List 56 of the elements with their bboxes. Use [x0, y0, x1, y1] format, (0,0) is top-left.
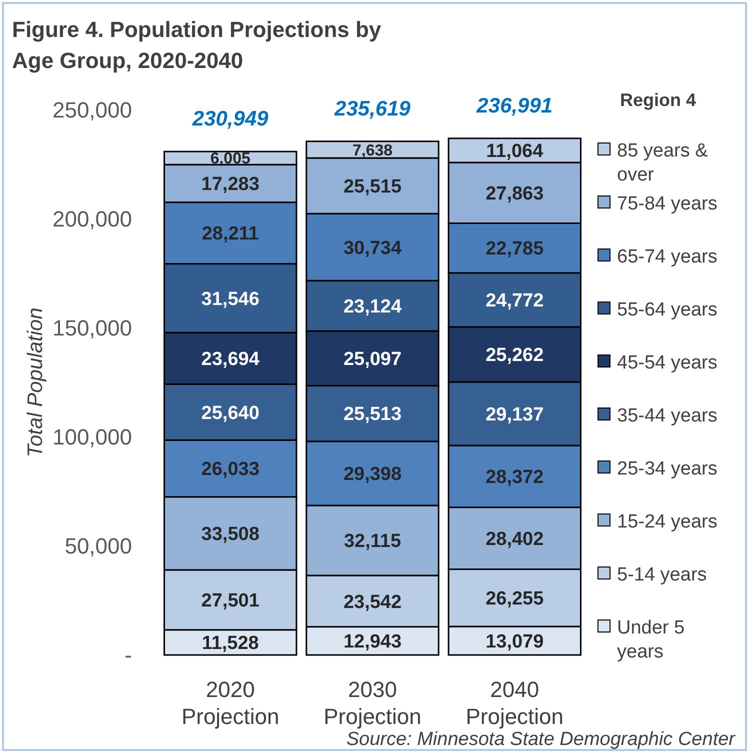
data-label: 25,640: [201, 402, 260, 424]
chart-title: Figure 4. Population Projections by Age Group, 2020-2040: [12, 17, 382, 73]
data-label: 22,785: [486, 238, 544, 260]
data-label: 23,542: [343, 592, 402, 613]
legend-label: 25-34 years: [617, 458, 718, 480]
data-label: 25,513: [343, 404, 402, 426]
data-label: 29,398: [343, 464, 402, 486]
x-tick-label: 2030 Projection: [324, 677, 422, 729]
data-label: 25,097: [343, 349, 402, 370]
legend-label: 5-14 years: [617, 564, 707, 586]
legend-label: 35-44 years: [617, 406, 718, 427]
legend-title: Region 4: [620, 90, 696, 110]
data-label: 30,734: [343, 238, 402, 259]
total-label: 236,991: [476, 94, 553, 118]
data-label: 28,372: [486, 467, 544, 488]
data-label: 23,124: [343, 296, 402, 318]
x-tick-label: 2040 Projection: [466, 677, 564, 729]
data-label: 29,137: [486, 404, 544, 426]
data-label: 24,772: [486, 290, 544, 312]
data-label: 7,638: [352, 142, 393, 160]
data-label: 25,515: [343, 176, 402, 198]
data-label: 27,863: [486, 184, 544, 204]
y-tick-label: 200,000: [52, 206, 132, 232]
legend-label: 65-74 years: [617, 246, 718, 268]
total-label: 235,619: [334, 97, 411, 120]
data-label: 33,508: [201, 524, 260, 546]
x-tick-label: 2020 Projection: [181, 677, 280, 729]
source-note: Source: Minnesota State Demographic Center: [346, 729, 736, 750]
data-label: 13,079: [486, 631, 544, 652]
legend-label: 75-84 years: [617, 194, 718, 215]
total-label: 230,949: [191, 108, 269, 131]
legend-label: 15-24 years: [617, 512, 718, 533]
data-label: 28,211: [202, 224, 260, 245]
legend-label: 45-54 years: [617, 352, 718, 374]
y-tick-label: 250,000: [52, 98, 132, 123]
y-axis-title: Total Population: [24, 308, 47, 458]
data-label: 11,528: [202, 633, 259, 654]
legend-label: Under 5 years: [617, 618, 685, 663]
legend-label: 85 years & over: [617, 140, 708, 186]
data-label: 12,943: [343, 632, 402, 653]
data-label: 26,255: [486, 588, 544, 610]
data-label: 25,262: [486, 345, 544, 366]
data-label: 28,402: [486, 528, 544, 550]
data-label: 11,064: [486, 141, 544, 162]
y-tick-label: -: [124, 642, 132, 668]
data-label: 6,005: [210, 150, 250, 168]
y-tick-label: 50,000: [64, 534, 132, 559]
y-tick-label: 150,000: [52, 316, 132, 341]
data-label: 31,546: [201, 288, 260, 310]
data-label: 26,033: [201, 459, 260, 480]
data-label: 27,501: [201, 590, 260, 612]
data-label: 32,115: [344, 531, 402, 552]
data-label: 17,283: [201, 174, 260, 196]
legend-label: 55-64 years: [617, 300, 718, 321]
data-label: 23,694: [201, 349, 260, 370]
y-tick-label: 100,000: [52, 424, 132, 450]
